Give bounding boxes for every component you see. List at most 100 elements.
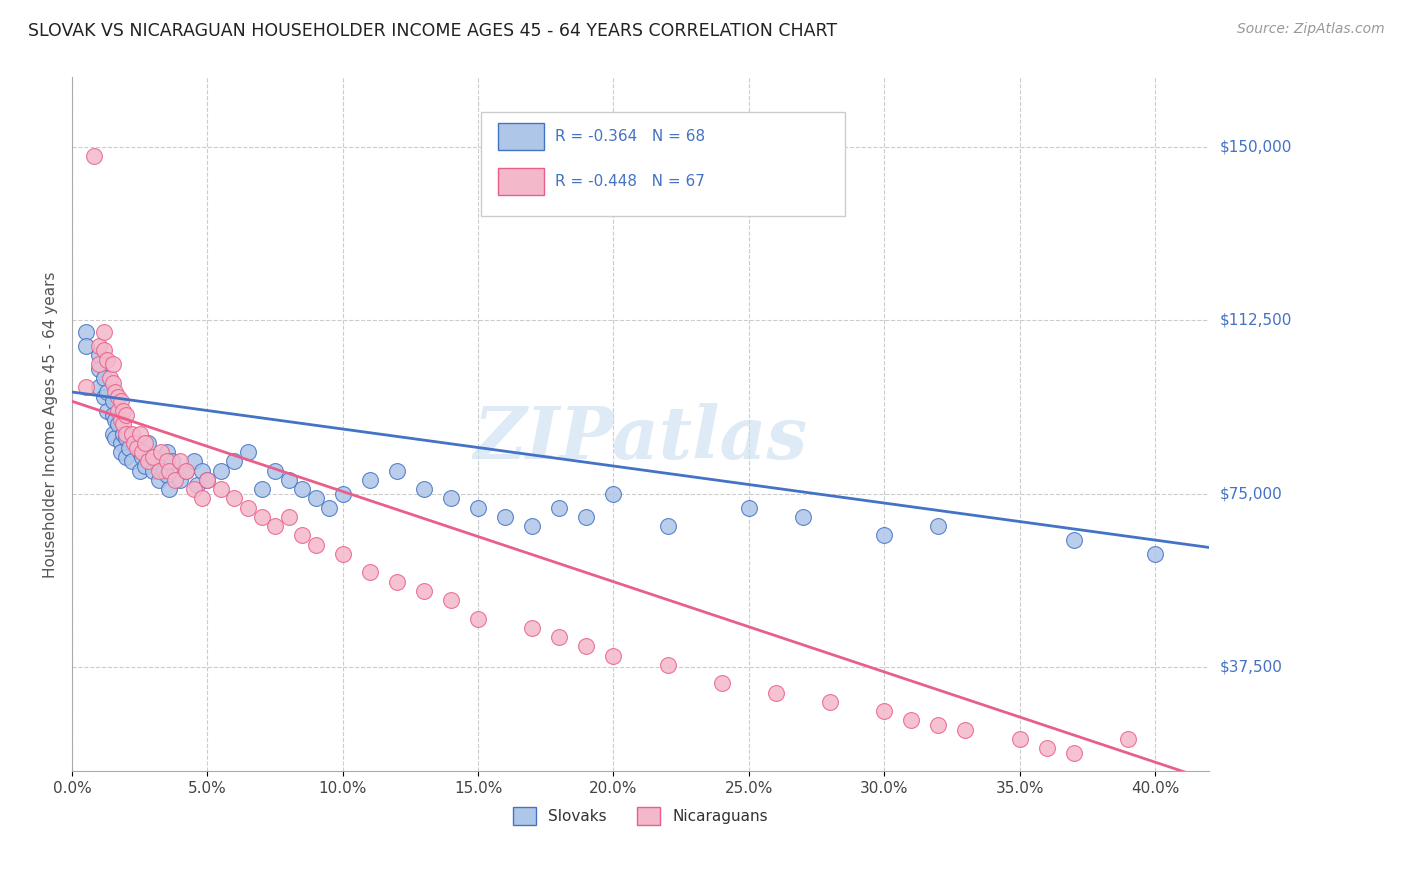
- Point: [121, 454, 143, 468]
- Point: [467, 500, 489, 515]
- Point: [169, 454, 191, 468]
- Point: [548, 630, 571, 644]
- Text: $75,000: $75,000: [1220, 486, 1282, 501]
- Point: [657, 657, 679, 672]
- Point: [96, 384, 118, 399]
- Point: [75, 380, 97, 394]
- Point: [93, 371, 115, 385]
- Point: [602, 487, 624, 501]
- Point: [107, 417, 129, 432]
- Legend: Slovaks, Nicaraguans: Slovaks, Nicaraguans: [505, 799, 776, 833]
- Point: [134, 458, 156, 473]
- Bar: [498, 168, 544, 195]
- Point: [1063, 746, 1085, 760]
- Point: [98, 371, 121, 385]
- Point: [112, 417, 135, 432]
- Point: [142, 450, 165, 464]
- Point: [156, 445, 179, 459]
- Bar: [481, 112, 845, 216]
- Point: [413, 482, 436, 496]
- Point: [112, 426, 135, 441]
- Point: [159, 482, 181, 496]
- Point: [467, 612, 489, 626]
- Text: R = -0.364   N = 68: R = -0.364 N = 68: [555, 129, 706, 144]
- Text: ZIPatlas: ZIPatlas: [474, 403, 807, 474]
- Point: [195, 473, 218, 487]
- Point: [174, 464, 197, 478]
- Point: [209, 482, 232, 496]
- Point: [183, 482, 205, 496]
- Point: [93, 343, 115, 358]
- Point: [75, 339, 97, 353]
- Point: [264, 464, 287, 478]
- Point: [955, 723, 977, 737]
- Point: [142, 464, 165, 478]
- Point: [291, 482, 314, 496]
- Point: [209, 464, 232, 478]
- Point: [657, 519, 679, 533]
- Point: [440, 593, 463, 607]
- Point: [107, 403, 129, 417]
- Point: [148, 464, 170, 478]
- Point: [494, 510, 516, 524]
- Point: [87, 357, 110, 371]
- Point: [710, 676, 733, 690]
- Point: [873, 704, 896, 718]
- Point: [156, 454, 179, 468]
- Point: [602, 648, 624, 663]
- Point: [131, 445, 153, 459]
- Point: [96, 352, 118, 367]
- Point: [224, 491, 246, 506]
- Point: [163, 473, 186, 487]
- Point: [818, 695, 841, 709]
- Point: [250, 482, 273, 496]
- Point: [522, 621, 544, 635]
- Text: $112,500: $112,500: [1220, 313, 1292, 328]
- Point: [96, 403, 118, 417]
- Y-axis label: Householder Income Ages 45 - 64 years: Householder Income Ages 45 - 64 years: [44, 271, 58, 578]
- Point: [575, 640, 598, 654]
- Point: [93, 325, 115, 339]
- Point: [522, 519, 544, 533]
- Point: [83, 149, 105, 163]
- Text: Source: ZipAtlas.com: Source: ZipAtlas.com: [1237, 22, 1385, 37]
- Point: [1035, 741, 1057, 756]
- Point: [385, 574, 408, 589]
- Point: [121, 426, 143, 441]
- Point: [145, 454, 167, 468]
- Point: [148, 473, 170, 487]
- Point: [385, 464, 408, 478]
- Point: [128, 445, 150, 459]
- Point: [110, 413, 132, 427]
- Point: [87, 348, 110, 362]
- Point: [104, 413, 127, 427]
- Point: [150, 445, 173, 459]
- Point: [136, 454, 159, 468]
- Point: [738, 500, 761, 515]
- Point: [159, 464, 181, 478]
- Text: $37,500: $37,500: [1220, 660, 1284, 674]
- Point: [101, 408, 124, 422]
- Point: [792, 510, 814, 524]
- Point: [87, 362, 110, 376]
- Point: [236, 500, 259, 515]
- Point: [156, 468, 179, 483]
- Point: [277, 473, 299, 487]
- Point: [440, 491, 463, 506]
- Point: [93, 390, 115, 404]
- Point: [101, 426, 124, 441]
- Point: [118, 441, 141, 455]
- Point: [174, 464, 197, 478]
- Point: [195, 473, 218, 487]
- Point: [1116, 731, 1139, 746]
- Point: [359, 473, 381, 487]
- Point: [305, 491, 328, 506]
- Point: [110, 445, 132, 459]
- Point: [264, 519, 287, 533]
- Point: [575, 510, 598, 524]
- Point: [112, 403, 135, 417]
- Point: [128, 464, 150, 478]
- Point: [87, 339, 110, 353]
- Point: [128, 426, 150, 441]
- Point: [191, 464, 214, 478]
